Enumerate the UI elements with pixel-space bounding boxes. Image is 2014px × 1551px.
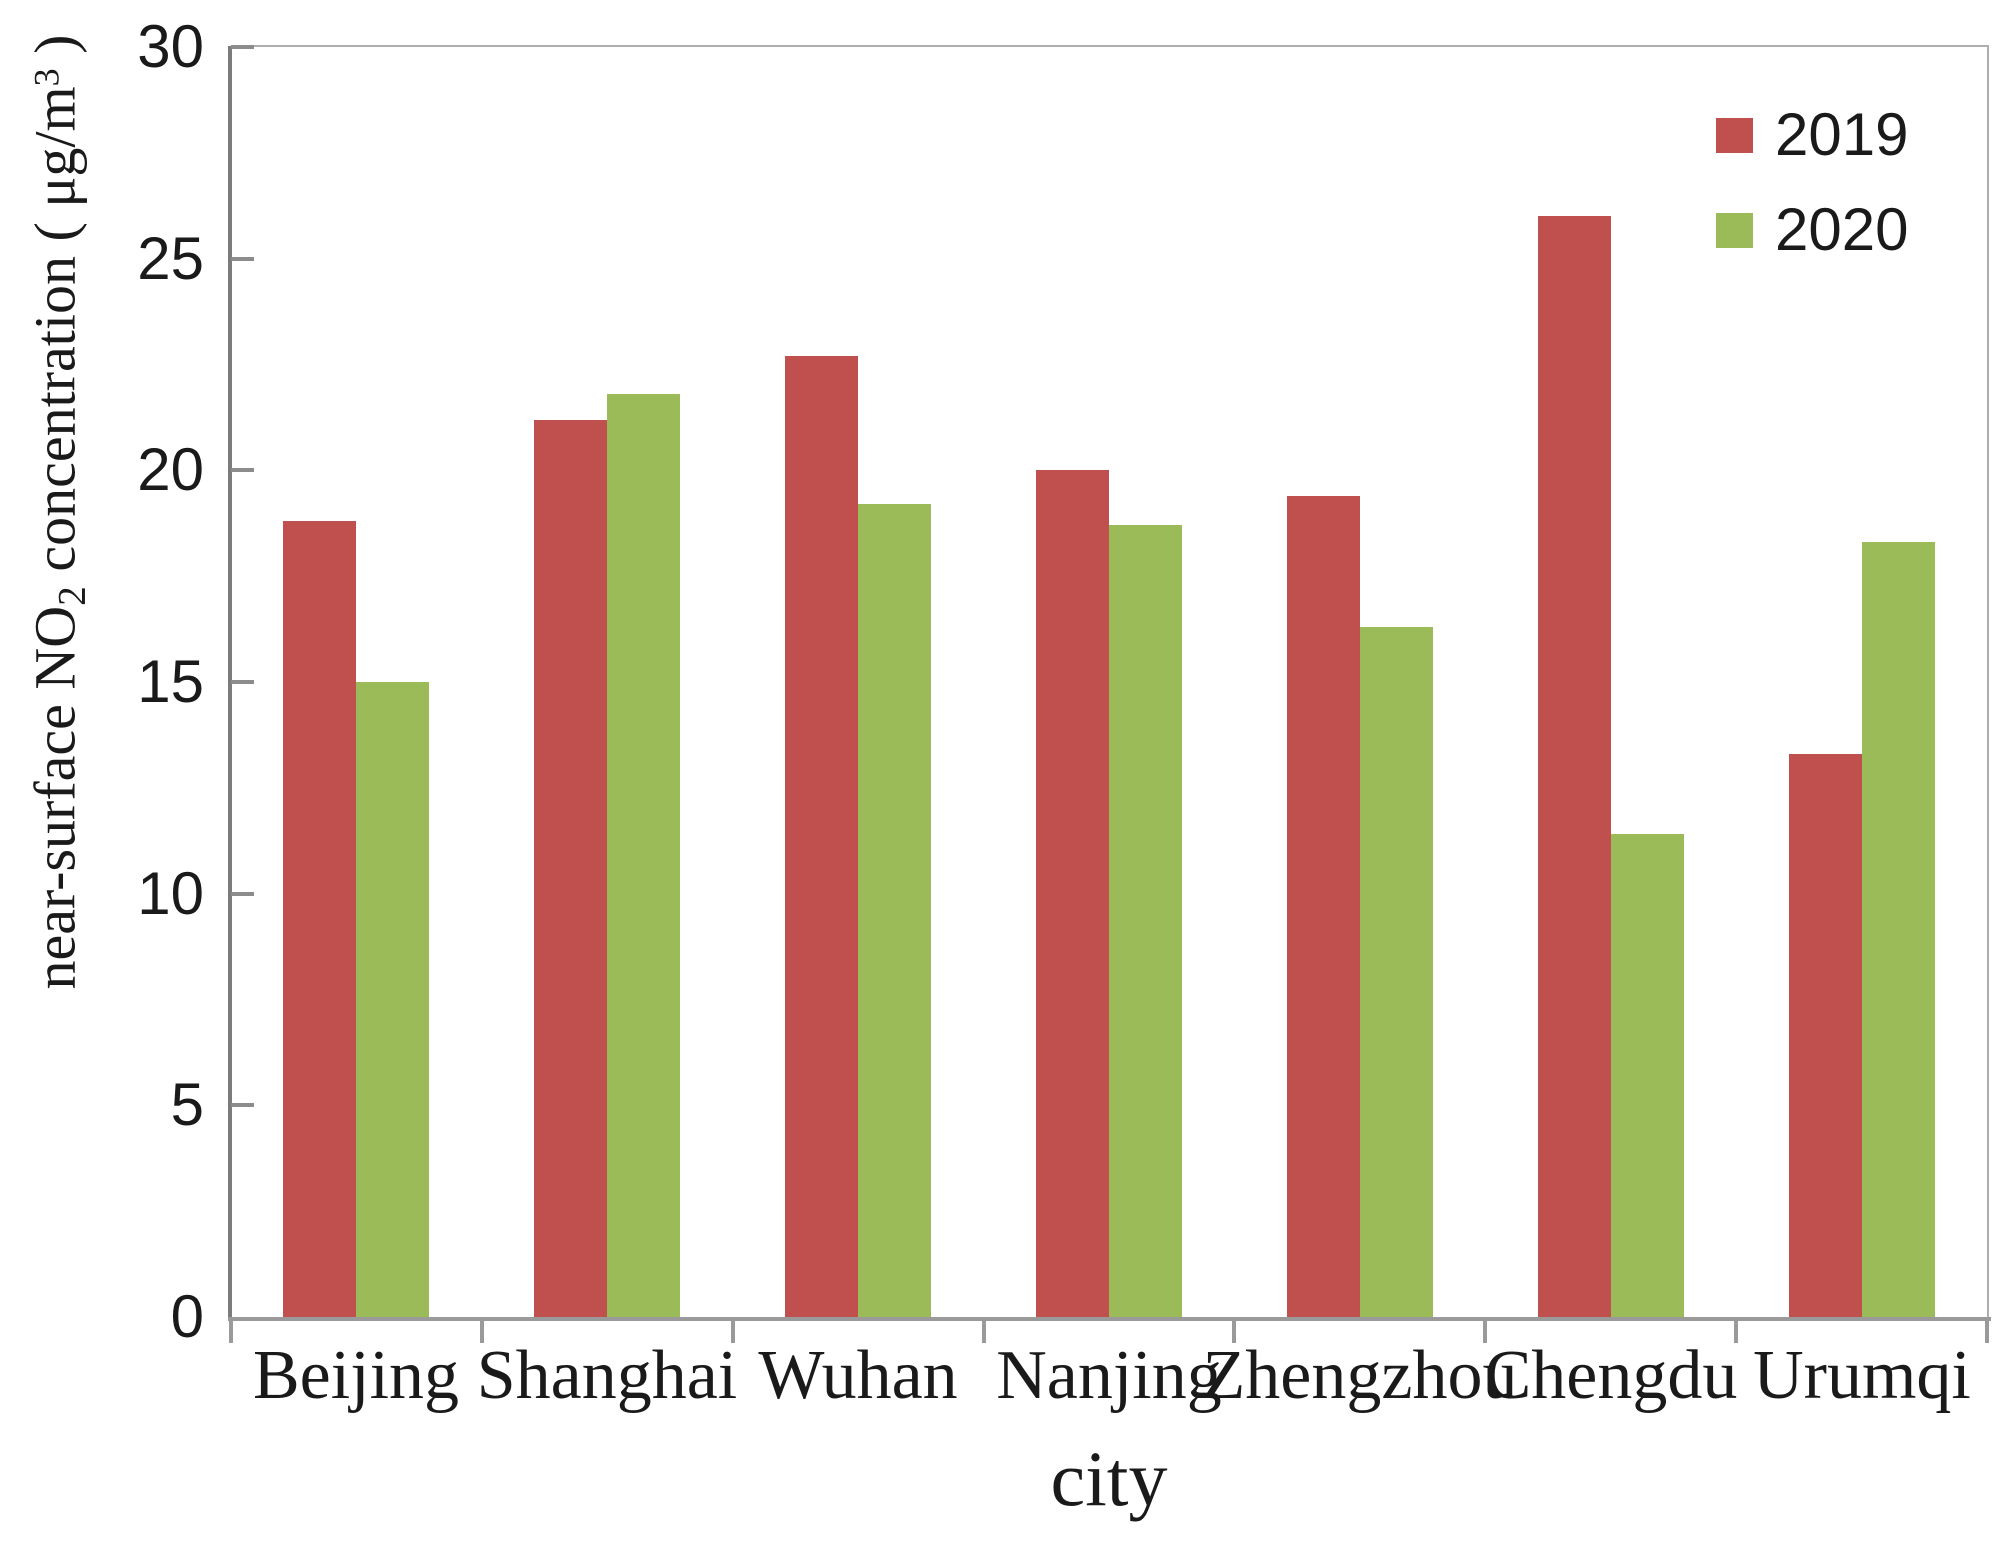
x-label-wuhan: Wuhan <box>758 1337 958 1414</box>
bar-2020-beijing <box>356 682 430 1317</box>
legend: 2019 2020 <box>1716 100 1908 290</box>
x-tick-mark-6 <box>1734 1321 1738 1343</box>
bar-2019-beijing <box>283 521 357 1317</box>
y-tick-mark-10 <box>231 892 254 896</box>
y-axis-title-text-mid: concentration ( μg/m <box>22 86 88 587</box>
y-axis-title-text: near-surface NO <box>22 605 88 990</box>
bar-2019-urumqi <box>1788 754 1862 1317</box>
legend-item-2019: 2019 <box>1716 100 1908 170</box>
y-tick-mark-20 <box>231 468 254 472</box>
legend-swatch-2019 <box>1716 117 1753 153</box>
y-tick-label-15: 15 <box>137 648 204 715</box>
bar-2019-nanjing <box>1036 470 1109 1317</box>
y-axis-line <box>228 46 232 1320</box>
y-axis-title-subscript: 2 <box>49 586 94 606</box>
y-tick-mark-30 <box>231 45 254 49</box>
x-label-zhengzhou: Zhengzhou <box>1202 1337 1518 1414</box>
bar-2020-chengdu <box>1610 834 1684 1317</box>
plot-right-border <box>1987 45 1989 1321</box>
bar-2020-urumqi <box>1861 542 1935 1317</box>
y-axis-title-superscript: 3 <box>26 68 67 87</box>
x-tick-mark-2 <box>731 1321 735 1343</box>
bar-2019-chengdu <box>1537 216 1611 1317</box>
bar-2020-nanjing <box>1109 525 1182 1317</box>
x-label-urumqi: Urumqi <box>1753 1337 1971 1414</box>
legend-label-2019: 2019 <box>1775 101 1909 168</box>
y-tick-label-20: 20 <box>137 436 204 503</box>
y-tick-mark-25 <box>231 257 254 261</box>
bar-2020-wuhan <box>858 504 932 1317</box>
y-tick-label-25: 25 <box>137 225 204 292</box>
x-tick-mark-5 <box>1483 1321 1487 1343</box>
bar-2020-shanghai <box>607 394 681 1317</box>
y-tick-mark-5 <box>231 1103 254 1107</box>
x-label-shanghai: Shanghai <box>476 1337 738 1414</box>
y-tick-label-30: 30 <box>137 13 204 80</box>
y-tick-mark-15 <box>231 680 254 684</box>
x-axis-line <box>228 1317 1991 1321</box>
bar-2019-wuhan <box>785 356 859 1317</box>
x-tick-mark-7 <box>1985 1321 1989 1343</box>
x-label-beijing: Beijing <box>252 1337 460 1414</box>
legend-label-2020: 2020 <box>1775 196 1909 263</box>
x-tick-mark-1 <box>480 1321 484 1343</box>
bar-2020-zhengzhou <box>1359 627 1433 1317</box>
y-tick-label-5: 5 <box>170 1071 204 1138</box>
bars-layer <box>231 47 1987 1317</box>
plot-top-border <box>231 45 1989 47</box>
x-tick-mark-0 <box>229 1321 233 1343</box>
legend-item-2020: 2020 <box>1716 195 1908 265</box>
x-label-nanjing: Nanjing <box>996 1337 1222 1414</box>
x-label-chengdu: Chengdu <box>1484 1337 1738 1414</box>
bar-2019-zhengzhou <box>1286 496 1360 1317</box>
x-tick-mark-3 <box>982 1321 986 1343</box>
x-axis-title: city <box>1050 1435 1168 1522</box>
y-tick-label-0: 0 <box>170 1283 204 1350</box>
legend-swatch-2020 <box>1716 212 1753 248</box>
x-tick-mark-4 <box>1232 1321 1236 1343</box>
bar-2019-shanghai <box>534 420 608 1317</box>
y-axis-title: near-surface NO2 concentration ( μg/m3 ) <box>22 35 95 990</box>
y-tick-label-10: 10 <box>137 860 204 927</box>
y-axis-title-text-end: ) <box>22 34 88 69</box>
